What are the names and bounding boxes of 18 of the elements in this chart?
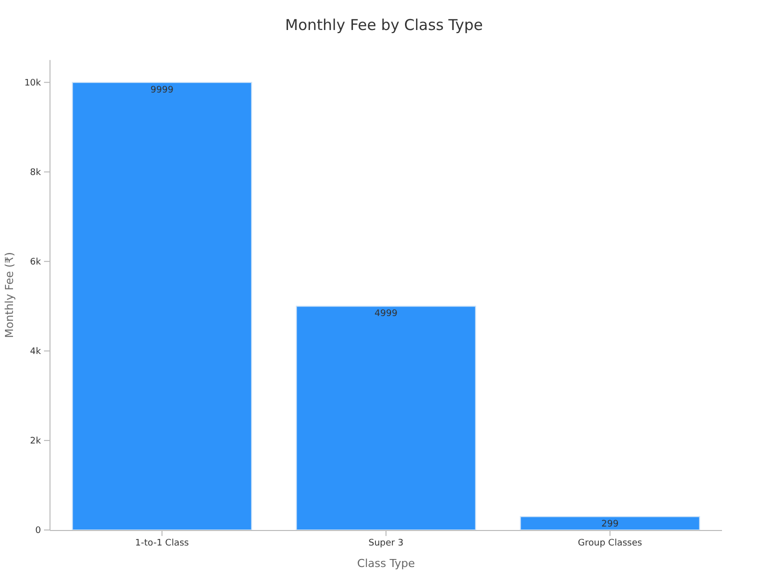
bar [72,82,252,530]
x-tick-label: Super 3 [368,538,404,548]
data-label: 9999 [150,85,174,96]
x-tick-label: Group Classes [578,538,642,548]
y-tick-label: 4k [30,346,42,357]
y-tick-label: 0 [35,526,42,536]
y-tick-label: 10k [24,78,42,88]
data-label: 299 [601,520,619,530]
y-tick-label: 8k [30,168,42,178]
x-axis-title: Class Type [357,557,416,570]
y-axis-title: Monthly Fee (₹) [3,252,16,338]
y-tick-label: 6k [30,257,42,268]
y-tick-label: 2k [30,436,42,446]
data-label: 4999 [374,309,398,320]
x-tick-label: 1-to-1 Class [135,538,190,548]
chart-title: Monthly Fee by Class Type [285,16,483,34]
bar [296,306,476,530]
bar [520,516,700,530]
